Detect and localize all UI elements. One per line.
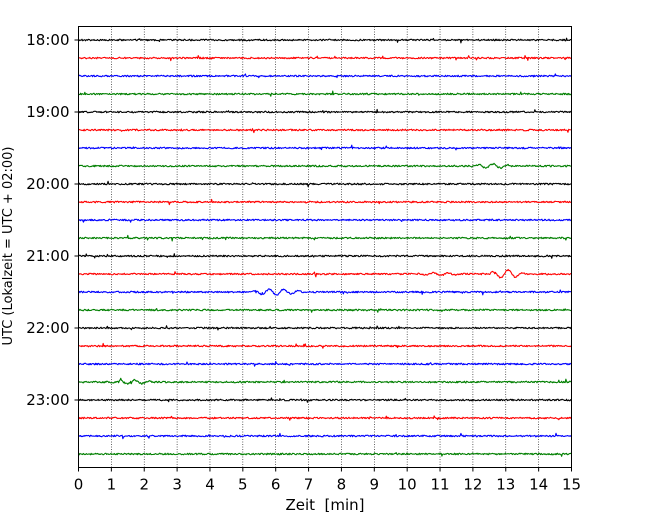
y-tick-label: 21:00 xyxy=(26,247,69,265)
x-tick-label: 6 xyxy=(271,476,281,494)
trace-2130 xyxy=(78,288,572,296)
trace-1830 xyxy=(78,73,572,79)
y-tick-label: 18:00 xyxy=(26,31,69,49)
trace-2200 xyxy=(78,325,572,331)
x-tick-label: 5 xyxy=(238,476,248,494)
trace-2000 xyxy=(78,180,572,188)
trace-2315 xyxy=(78,415,572,421)
trace-1800 xyxy=(78,37,572,44)
trace-2015 xyxy=(78,198,572,206)
y-tick-label: 20:00 xyxy=(26,175,69,193)
trace-2045 xyxy=(78,234,572,242)
x-tick-label: 3 xyxy=(172,476,182,494)
x-tick-label: 14 xyxy=(529,476,548,494)
x-tick-label: 7 xyxy=(304,476,314,494)
y-tick-label: 22:00 xyxy=(26,319,69,337)
plot-frame xyxy=(78,26,572,468)
x-tick-label: 4 xyxy=(205,476,215,494)
grid-layer xyxy=(111,26,539,468)
x-axis-label: Zeit [min] xyxy=(285,496,364,514)
trace-2030 xyxy=(78,218,572,223)
trace-2145 xyxy=(78,307,572,313)
trace-2215 xyxy=(78,342,572,349)
trace-2230 xyxy=(78,360,572,367)
x-tick-label: 0 xyxy=(74,476,84,494)
x-tick-label: 12 xyxy=(463,476,482,494)
y-tick-label: 23:00 xyxy=(26,391,69,409)
trace-1945 xyxy=(78,162,572,170)
x-tick-label: 13 xyxy=(496,476,515,494)
trace-2100 xyxy=(78,253,572,259)
trace-1915 xyxy=(78,128,572,134)
y-axis-label: UTC (Lokalzeit = UTC + 02:00) xyxy=(1,147,16,346)
x-ticks: 0 1 2 3 4 5 6 7 8 9 10 11 12 13 14 15 xyxy=(74,467,581,494)
trace-layer xyxy=(78,37,572,457)
y-tick-label: 19:00 xyxy=(26,103,69,121)
x-tick-label: 8 xyxy=(337,476,347,494)
trace-2345 xyxy=(78,451,572,457)
trace-2330 xyxy=(78,432,572,440)
x-tick-label: 11 xyxy=(430,476,449,494)
trace-1815 xyxy=(78,55,572,62)
x-tick-label: 15 xyxy=(562,476,581,494)
y-ticks: 18:00 19:00 20:00 21:00 22:00 23:00 xyxy=(26,31,79,409)
x-tick-label: 10 xyxy=(398,476,417,494)
trace-2115 xyxy=(78,268,572,279)
trace-2245 xyxy=(78,377,572,385)
trace-1845 xyxy=(78,90,572,97)
trace-1900 xyxy=(78,108,572,114)
trace-2300 xyxy=(78,397,572,403)
x-tick-label: 9 xyxy=(370,476,380,494)
x-tick-label: 1 xyxy=(107,476,117,494)
trace-1930 xyxy=(78,144,572,151)
x-tick-label: 2 xyxy=(139,476,149,494)
